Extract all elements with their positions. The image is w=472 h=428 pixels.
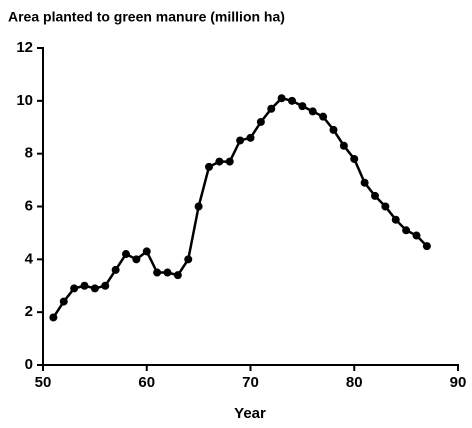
y-tick-label: 6	[25, 197, 33, 214]
data-point	[371, 191, 379, 200]
y-tick-label: 0	[25, 356, 33, 373]
chart-title: Area planted to green manure (million ha…	[8, 9, 285, 25]
y-tick-label: 10	[16, 92, 33, 109]
y-tick-label: 8	[25, 145, 33, 162]
data-point	[422, 242, 431, 251]
x-tick-label: 80	[346, 374, 363, 391]
data-point	[163, 268, 172, 277]
data-point	[132, 255, 141, 264]
data-point	[90, 284, 99, 293]
data-point	[80, 281, 89, 290]
data-point	[153, 268, 162, 277]
y-tick-label: 4	[25, 250, 34, 267]
data-point	[70, 284, 79, 293]
data-point	[225, 157, 234, 166]
data-point	[49, 313, 58, 322]
data-point	[412, 231, 421, 240]
data-point	[122, 250, 130, 259]
data-point	[402, 226, 411, 235]
data-line	[52, 96, 428, 319]
data-point	[184, 255, 193, 264]
data-point	[173, 271, 182, 280]
data-point	[142, 247, 151, 256]
data-point	[360, 178, 369, 187]
data-point	[319, 112, 328, 121]
data-point	[339, 141, 348, 150]
data-point	[267, 104, 276, 113]
data-point	[288, 96, 296, 105]
data-point	[246, 133, 255, 142]
data-point	[215, 157, 224, 166]
x-axis-label: Year	[234, 405, 266, 422]
data-point	[329, 125, 338, 134]
data-point	[391, 215, 400, 224]
data-point	[350, 154, 359, 163]
data-point	[59, 297, 68, 306]
data-point	[298, 102, 307, 111]
data-point	[381, 202, 390, 211]
data-point	[205, 162, 213, 171]
y-tick-label: 2	[25, 303, 33, 320]
data-point	[308, 107, 317, 116]
x-tick-label: 60	[138, 374, 155, 391]
data-point	[256, 117, 265, 126]
data-point	[101, 281, 110, 290]
data-point	[236, 136, 245, 145]
y-tick-label: 12	[16, 39, 33, 56]
data-point	[194, 202, 203, 211]
data-point	[277, 94, 286, 103]
x-tick-label: 90	[450, 374, 467, 391]
x-tick-label: 50	[35, 374, 52, 391]
x-tick-label: 70	[242, 374, 259, 391]
data-point	[111, 265, 120, 274]
